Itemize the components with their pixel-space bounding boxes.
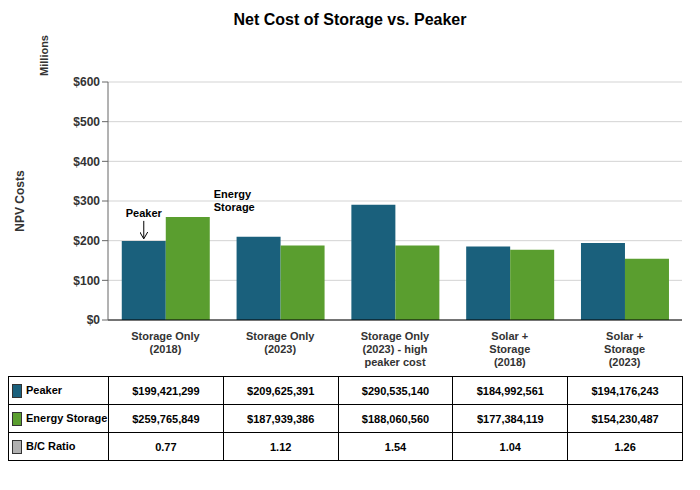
html-text:$199,421,299: $199,421,299 — [132, 384, 200, 397]
svg-text:$500: $500 — [73, 115, 100, 129]
svg-text:$100: $100 — [73, 274, 100, 288]
svg-text:Storage Only(2023): Storage Only(2023) — [246, 330, 315, 355]
svg-text:Storage Only(2023) - highpeake: Storage Only(2023) - highpeaker cost — [361, 330, 430, 368]
html-text:1.12: 1.12 — [270, 440, 292, 453]
html-text:$259,765,849: $259,765,849 — [132, 412, 200, 425]
html-text:0.77: 0.77 — [155, 440, 177, 453]
svg-text:NPV Costs: NPV Costs — [13, 170, 27, 232]
svg-text:Peaker: Peaker — [126, 207, 163, 219]
html-text:Energy Storage: Energy Storage — [26, 412, 108, 425]
svg-text:$600: $600 — [73, 75, 100, 89]
svg-text:Solar +Storage(2023): Solar +Storage(2023) — [604, 330, 645, 368]
html-text:$187,939,386: $187,939,386 — [247, 412, 315, 425]
svg-text:$300: $300 — [73, 194, 100, 208]
html-text:B/C Ratio: B/C Ratio — [26, 440, 76, 453]
html-text:$184,992,561: $184,992,561 — [476, 384, 544, 397]
svg-text:$400: $400 — [73, 155, 100, 169]
html-text:$290,535,140: $290,535,140 — [361, 384, 430, 397]
html-text:1.54: 1.54 — [384, 440, 407, 453]
svg-text:Storage Only(2018): Storage Only(2018) — [131, 330, 200, 355]
html-text:$177,384,119: $177,384,119 — [476, 412, 544, 425]
svg-text:EnergyStorage: EnergyStorage — [214, 188, 255, 213]
svg-text:$200: $200 — [73, 234, 100, 248]
html-text:$194,176,243: $194,176,243 — [591, 384, 659, 397]
html-text:1.04: 1.04 — [499, 440, 521, 453]
html-text:Millions: Millions — [38, 35, 50, 76]
html-text:$209,625,391: $209,625,391 — [247, 384, 315, 397]
svg-text:$0: $0 — [87, 313, 101, 327]
html-text:Peaker: Peaker — [26, 384, 63, 397]
svg-text:Solar +Storage(2018): Solar +Storage(2018) — [489, 330, 530, 368]
html-text:$154,230,487: $154,230,487 — [591, 412, 659, 425]
html-text:1.26: 1.26 — [614, 440, 636, 453]
html-text:Net Cost of Storage vs. Peaker: Net Cost of Storage vs. Peaker — [233, 11, 467, 28]
html-text:$188,060,560: $188,060,560 — [361, 412, 430, 425]
